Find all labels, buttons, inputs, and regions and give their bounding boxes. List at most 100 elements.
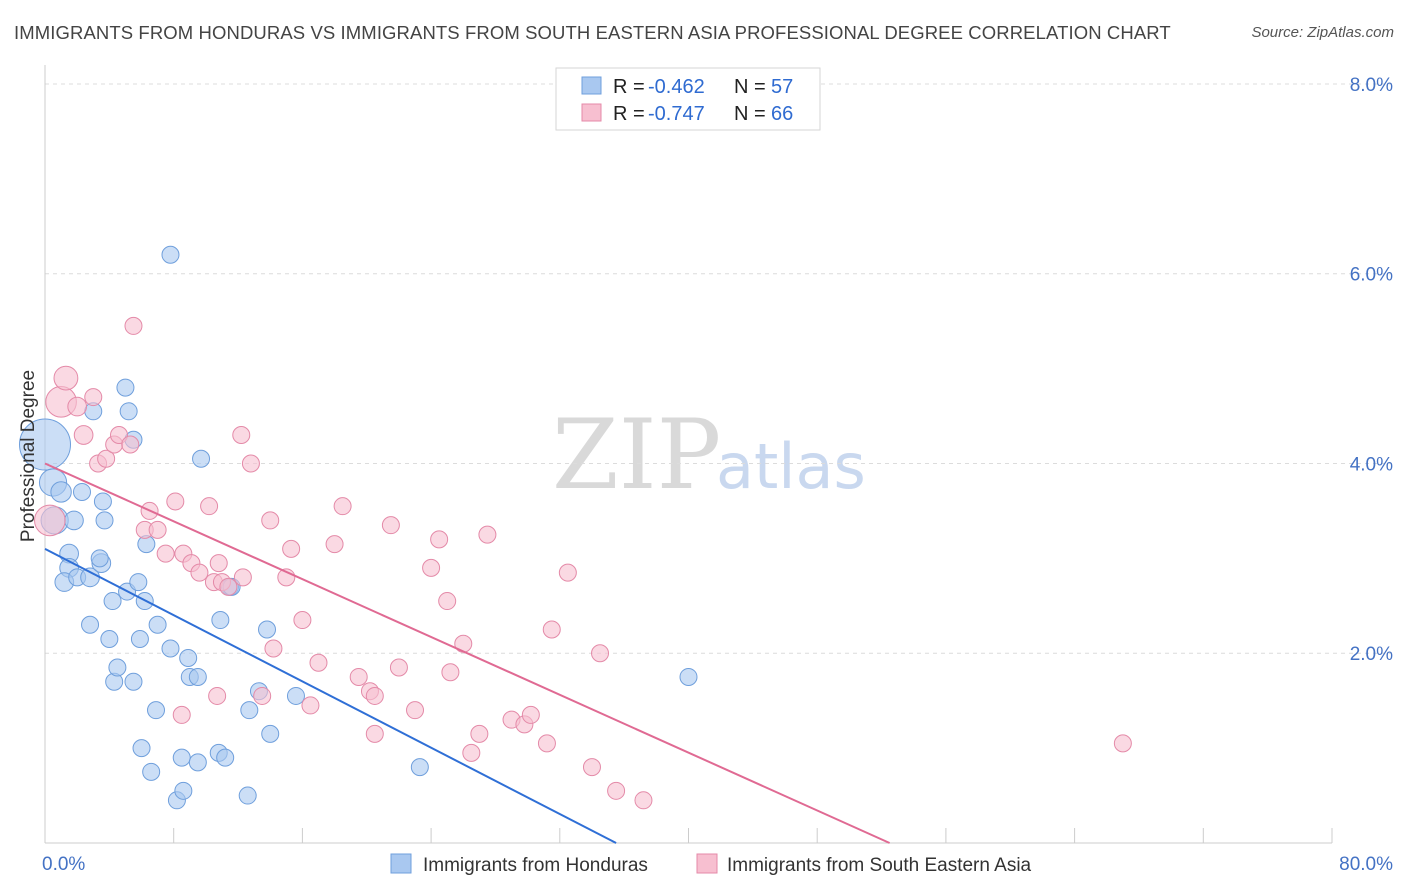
- data-point: [261, 511, 280, 530]
- legend-r-value-honduras: -0.462: [648, 76, 705, 98]
- legend-swatch-se-asia: [581, 103, 602, 122]
- legend-r-label-se-asia: R =: [613, 103, 645, 125]
- data-point: [148, 520, 167, 539]
- data-point: [542, 620, 561, 639]
- data-point: [34, 504, 66, 537]
- data-point: [634, 791, 653, 810]
- y-tick-label: 4.0%: [1350, 454, 1393, 475]
- data-point: [558, 563, 577, 582]
- data-point: [241, 454, 260, 473]
- data-point: [591, 644, 610, 663]
- data-point: [108, 658, 127, 677]
- data-point: [232, 426, 251, 445]
- data-point: [188, 753, 207, 772]
- legend-r-label-honduras: R =: [613, 76, 645, 98]
- data-point: [430, 530, 449, 549]
- trend-line-se-asia: [44, 462, 891, 844]
- data-point: [50, 481, 72, 503]
- data-point: [410, 758, 429, 777]
- series-legend-label-honduras: Immigrants from Honduras: [423, 855, 648, 876]
- trend-lines: [44, 462, 891, 844]
- data-point: [365, 686, 384, 705]
- data-point: [53, 365, 79, 391]
- x-tick-label-min: 0.0%: [42, 854, 85, 875]
- data-point: [73, 425, 94, 445]
- data-point: [95, 511, 114, 530]
- data-point: [470, 724, 489, 743]
- data-point: [261, 724, 280, 743]
- data-point: [264, 639, 283, 658]
- data-point: [84, 388, 103, 407]
- data-point: [142, 762, 161, 781]
- chart-title: IMMIGRANTS FROM HONDURAS VS IMMIGRANTS F…: [14, 22, 1171, 43]
- data-point: [365, 724, 384, 743]
- data-point: [478, 525, 497, 544]
- data-point: [233, 568, 252, 587]
- data-point: [211, 611, 230, 630]
- y-tick-label: 6.0%: [1350, 265, 1393, 286]
- data-point: [406, 701, 425, 720]
- data-point: [130, 630, 149, 649]
- data-point: [1113, 734, 1132, 753]
- data-point: [258, 620, 277, 639]
- data-point: [438, 592, 457, 611]
- watermark: ZIP atlas: [552, 399, 866, 511]
- trend-line-honduras: [44, 547, 617, 844]
- data-point: [219, 577, 238, 596]
- data-point: [200, 497, 219, 516]
- watermark-atlas: atlas: [716, 430, 866, 503]
- data-point: [441, 663, 460, 682]
- data-point: [192, 449, 211, 468]
- data-point: [103, 592, 122, 611]
- series-honduras-points: [19, 245, 698, 810]
- data-point: [422, 558, 441, 577]
- series-legend: Immigrants from Honduras Immigrants from…: [390, 853, 1032, 876]
- grid-lines: [45, 83, 1392, 654]
- data-point: [119, 402, 138, 421]
- data-point: [253, 686, 272, 705]
- data-point: [90, 549, 109, 568]
- data-point: [381, 516, 400, 535]
- tick-labels: 2.0% 4.0% 6.0% 8.0% 0.0% 80.0%: [42, 75, 1393, 875]
- series-legend-swatch-se-asia: [696, 853, 718, 874]
- data-point: [521, 705, 540, 724]
- data-point: [325, 535, 344, 554]
- data-point: [309, 653, 328, 672]
- data-point: [179, 648, 198, 667]
- x-tick-label-max: 80.0%: [1339, 854, 1393, 875]
- data-point: [124, 672, 143, 691]
- data-point: [64, 510, 84, 531]
- data-point: [679, 667, 698, 686]
- series-legend-swatch-honduras: [390, 853, 412, 874]
- data-point: [333, 497, 352, 516]
- data-point: [147, 701, 166, 720]
- data-point: [124, 316, 143, 335]
- y-axis-title: Professional Degree: [18, 370, 39, 542]
- data-point: [121, 435, 140, 454]
- data-point: [161, 245, 180, 264]
- series-legend-label-se-asia: Immigrants from South Eastern Asia: [727, 855, 1032, 876]
- legend-r-value-se-asia: -0.747: [648, 103, 705, 125]
- data-point: [582, 758, 601, 777]
- data-point: [81, 615, 100, 634]
- data-point: [301, 696, 320, 715]
- data-points: [19, 245, 1132, 810]
- data-point: [208, 686, 227, 705]
- data-point: [172, 705, 191, 724]
- legend-n-label-honduras: N =: [734, 76, 766, 98]
- legend-swatch-honduras: [581, 76, 602, 95]
- data-point: [172, 748, 191, 767]
- source-label: Source: ZipAtlas.com: [1251, 24, 1394, 41]
- legend-n-label-se-asia: N =: [734, 103, 766, 125]
- data-point: [188, 667, 207, 686]
- legend-n-value-se-asia: 66: [771, 103, 793, 125]
- data-point: [216, 748, 235, 767]
- data-point: [93, 492, 112, 511]
- data-point: [116, 378, 135, 397]
- data-point: [190, 563, 209, 582]
- data-point: [19, 418, 71, 471]
- data-point: [349, 667, 368, 686]
- data-point: [209, 554, 228, 573]
- legend-n-value-honduras: 57: [771, 76, 793, 98]
